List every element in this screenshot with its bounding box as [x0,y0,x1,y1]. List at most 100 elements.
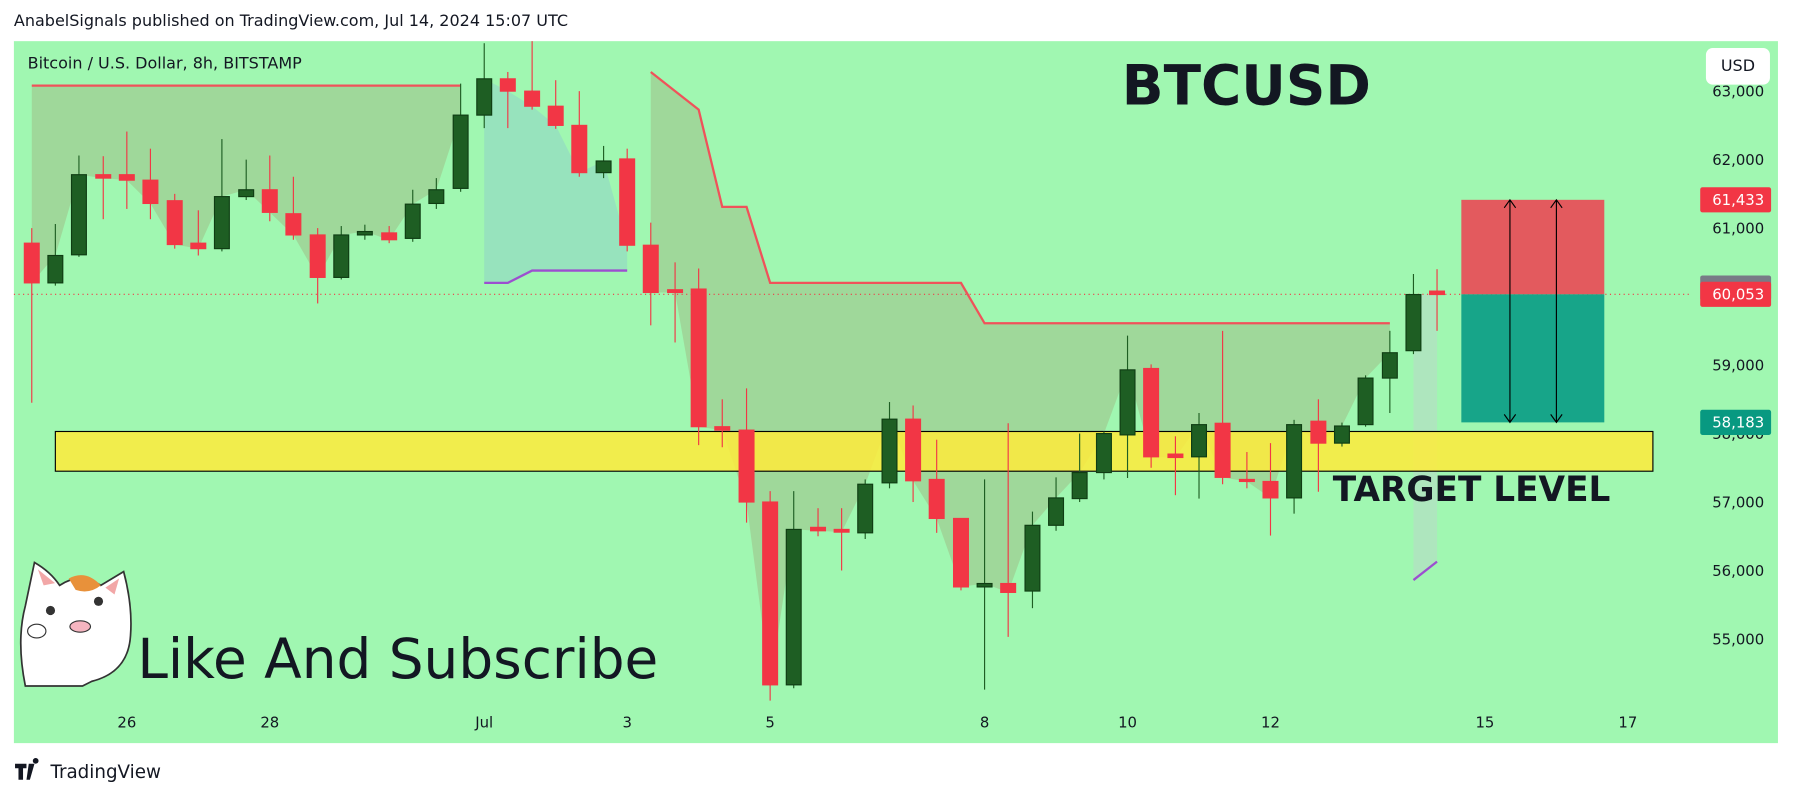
cat-mouth [69,620,92,633]
candle-body [118,174,135,181]
candle-body [952,517,969,588]
candle-body [1310,420,1327,444]
candle-body [452,114,469,189]
indicator-line [650,71,1390,325]
brand-logo [15,757,39,780]
published-line: AnabelSignals published on TradingView.c… [14,11,568,30]
candle-body [762,501,779,686]
candle-body [667,289,684,294]
candle-body [285,213,302,236]
price-label-box [1700,281,1772,307]
stop-box [1461,199,1605,295]
price-label-box [1700,187,1772,213]
candle-body [714,426,731,431]
indicator-fill [484,78,628,283]
y-tick-label: 62,000 [1712,151,1764,169]
candle-body [1024,524,1041,592]
candle-body [1167,453,1184,459]
candle-body [166,200,183,246]
candle-body [1429,290,1446,296]
x-tick-label: 3 [622,714,631,732]
target-box [1461,294,1605,423]
x-tick-label: 12 [1261,714,1280,732]
candle-body [928,478,945,520]
candle-body [595,160,612,174]
price-label: 58,183 [1712,414,1764,432]
candle-body [524,90,541,107]
candle-body [95,174,112,179]
candle-body [881,418,898,484]
annotation: Like And Subscribe [137,627,658,691]
candle-body [1095,432,1112,474]
indicator-line [1412,560,1438,581]
x-tick-label: 5 [765,714,774,732]
currency-label[interactable]: USD [1721,56,1755,75]
y-tick-label: 63,000 [1712,83,1764,101]
x-tick-label: 26 [117,714,136,732]
candle-body [23,242,40,284]
candle-body [261,189,278,213]
candle-body [785,528,802,686]
candle-body [976,582,993,588]
y-tick-label: 59,000 [1712,356,1764,374]
target-label: TARGET LEVEL [1333,470,1611,510]
cat-eye [45,605,56,616]
candle-body [1262,480,1279,499]
x-tick-label: 15 [1475,714,1494,732]
candle-body [356,230,373,236]
candle-body [190,242,207,250]
candle-body [619,158,636,246]
candle-body [833,528,850,533]
candle-body [381,232,398,241]
y-tick-label: 61,000 [1712,219,1764,237]
candle-body [905,418,922,482]
candle-body [690,288,707,428]
candle-body [857,483,874,534]
currency-button[interactable] [1705,48,1770,85]
candle-body [499,78,516,92]
candle-body [213,196,230,250]
candle-body [810,526,827,532]
candle-body [70,174,87,256]
x-tick-label: 28 [260,714,279,732]
y-tick-label: 55,000 [1712,630,1764,648]
candle-body [1048,497,1065,526]
candle-body [1143,367,1160,458]
price-label: 61,433 [1712,191,1764,209]
indicator-line [484,269,628,285]
candle-body [476,78,493,116]
symbol-label: Bitcoin / U.S. Dollar, 8h, BITSTAMP [28,54,303,73]
x-tick-label: Jul [474,714,493,732]
candle-body [238,189,255,198]
candle-body [1238,478,1255,483]
candle-body [1191,424,1208,458]
range-arrow [1550,198,1563,424]
price-label-box [1700,409,1772,435]
candle-body [47,254,64,284]
candle-body [1357,377,1374,426]
cat-paw [27,623,47,639]
candle-body [404,203,421,239]
cat-ear [37,569,56,586]
candle-body [738,429,755,503]
candle-body [571,124,588,174]
x-tick-label: 8 [980,714,989,732]
candle-body [142,179,159,205]
candle-body [547,105,564,126]
candle-body [333,234,350,278]
target-zone [54,430,1654,472]
range-arrow [1503,198,1517,424]
y-tick-label: 57,000 [1712,493,1764,511]
x-tick-label: 17 [1618,714,1637,732]
candle-body [1333,425,1350,444]
candle-body [642,244,659,294]
candle-body [1214,422,1231,478]
main-layer [23,41,1700,712]
zone-layer [54,198,1654,472]
cat-sticker [19,561,132,687]
y-tick-label: 56,000 [1712,562,1764,580]
cat-patch [68,575,101,592]
brand-name: TradingView [49,762,161,783]
x-tick-label: 10 [1118,714,1137,732]
